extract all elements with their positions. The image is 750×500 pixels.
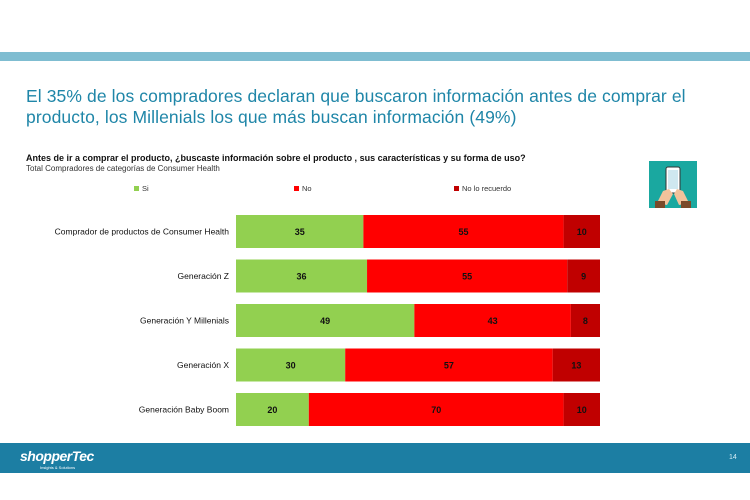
legend-item-no: No xyxy=(294,184,312,193)
logo-tagline: Insights & Solutions xyxy=(40,465,76,470)
bar-segment-si xyxy=(236,393,309,426)
page-number: 14 xyxy=(729,454,737,461)
bar-segment-no-lo-recuerdo xyxy=(563,393,600,426)
footer-band xyxy=(0,443,750,473)
bar-segment-no xyxy=(367,259,568,293)
data-label: 55 xyxy=(462,272,472,282)
data-label: 55 xyxy=(458,227,468,237)
data-label: 13 xyxy=(571,361,581,371)
bar-segment-si xyxy=(236,348,346,382)
data-label: 20 xyxy=(267,405,277,415)
data-label: 57 xyxy=(444,361,454,371)
bar-segment-no-lo-recuerdo xyxy=(552,348,600,382)
legend-swatch xyxy=(454,186,459,191)
category-label: Generación X xyxy=(177,360,229,370)
page-title: El 35% de los compradores declaran que b… xyxy=(26,86,686,127)
data-label: 30 xyxy=(286,361,296,371)
legend-item-si: Si xyxy=(134,184,149,193)
survey-base: Total Compradores de categorías de Consu… xyxy=(26,164,220,173)
data-label: 35 xyxy=(295,227,305,237)
legend-label: No lo recuerdo xyxy=(462,184,512,193)
legend-item-no-lo-recuerdo: No lo recuerdo xyxy=(454,184,511,193)
phone-in-hand-icon xyxy=(649,161,697,208)
bar-segment-si xyxy=(236,259,368,293)
category-label: Generación Z xyxy=(178,271,230,281)
legend-swatch xyxy=(294,186,299,191)
data-label: 10 xyxy=(577,405,587,415)
bar-segment-no-lo-recuerdo xyxy=(563,215,600,248)
top-band xyxy=(0,52,750,61)
category-label: Generación Y Millenials xyxy=(140,316,229,326)
survey-question: Antes de ir a comprar el producto, ¿busc… xyxy=(26,153,526,163)
bar-segment-no-lo-recuerdo xyxy=(570,304,600,337)
bar-segment-si xyxy=(236,215,364,248)
bar-segment-no-lo-recuerdo xyxy=(567,259,600,293)
stacked-bar-chart: Comprador de productos de Consumer Healt… xyxy=(55,215,600,426)
data-label: 9 xyxy=(581,272,586,282)
legend-swatch xyxy=(134,186,139,191)
data-label: 8 xyxy=(583,316,588,326)
bar-segment-si xyxy=(236,304,415,337)
data-label: 49 xyxy=(320,316,330,326)
data-label: 36 xyxy=(297,272,307,282)
data-label: 70 xyxy=(431,405,441,415)
bar-segment-no xyxy=(363,215,564,248)
bar-segment-no xyxy=(308,393,564,426)
data-label: 10 xyxy=(577,227,587,237)
legend-label: No xyxy=(302,184,312,193)
category-label: Comprador de productos de Consumer Healt… xyxy=(55,227,230,237)
shoppertec-logo: shopperTec xyxy=(20,448,94,464)
data-label: 43 xyxy=(488,316,498,326)
bar-segment-no xyxy=(414,304,571,337)
bar-segment-no xyxy=(345,348,553,382)
legend-label: Si xyxy=(142,184,149,193)
category-label: Generación Baby Boom xyxy=(139,405,229,415)
